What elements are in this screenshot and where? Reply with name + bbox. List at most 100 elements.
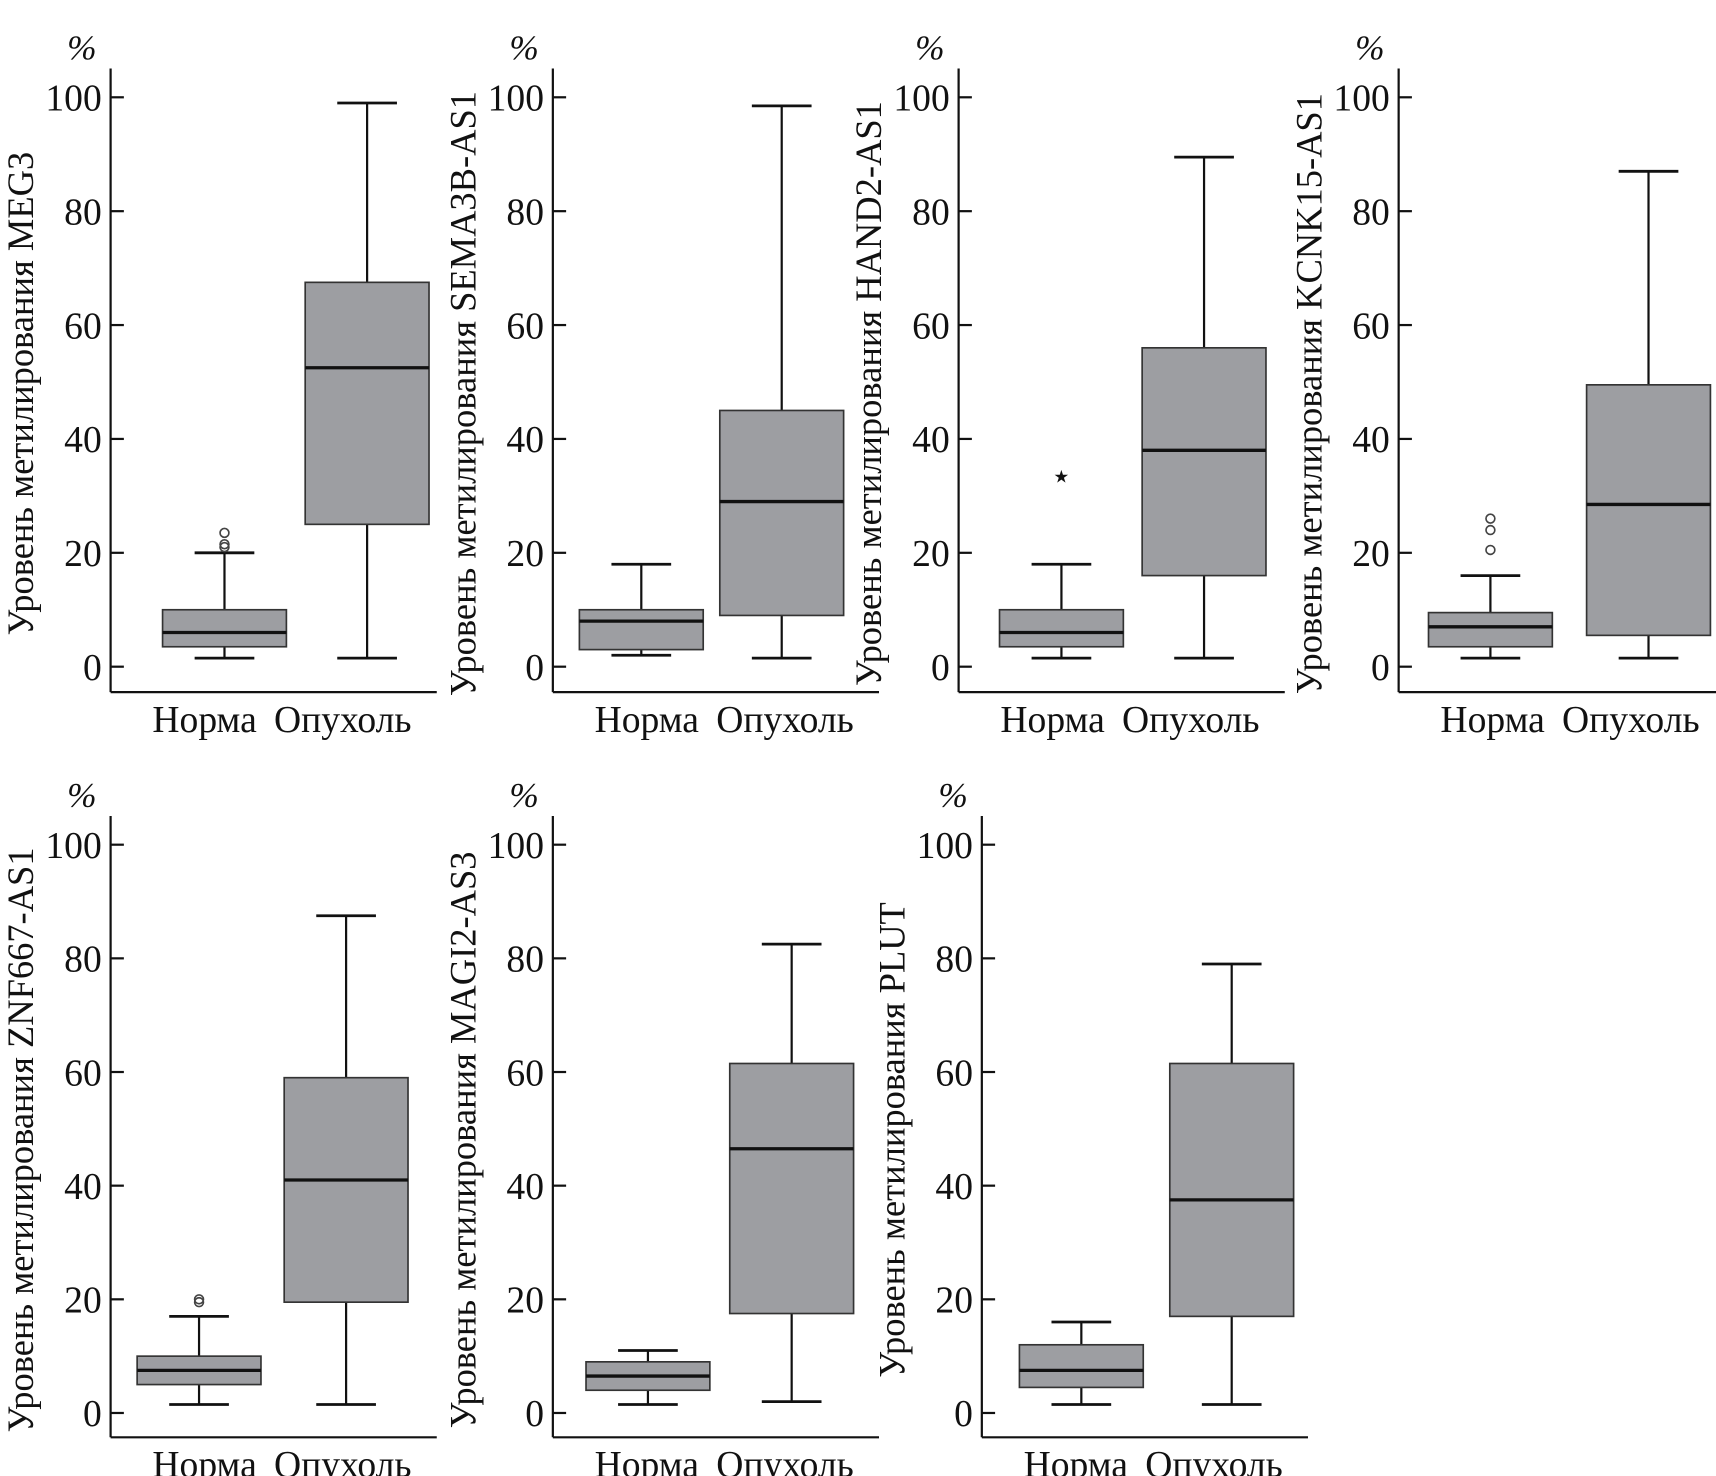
x-category-label: Опухоль <box>716 700 854 741</box>
y-tick-label: 40 <box>64 1167 102 1208</box>
y-tick-label: 60 <box>64 1053 102 1094</box>
y-tick-label: 60 <box>1352 306 1390 347</box>
iqr-box <box>1141 346 1267 577</box>
y-tick-label: 100 <box>893 79 949 120</box>
iqr-box <box>718 409 845 617</box>
y-tick-label: 100 <box>45 826 101 867</box>
y-tick-label: 40 <box>64 420 102 461</box>
y-tick-label: 40 <box>506 1167 544 1208</box>
y-tick-label: 60 <box>912 306 950 347</box>
y-tick-label: 20 <box>506 534 544 575</box>
outlier-point <box>1485 544 1496 556</box>
x-category-label: Норма <box>152 1445 257 1476</box>
box-tumor <box>1168 962 1295 1406</box>
box-norma: ★ <box>998 467 1125 660</box>
y-tick-label: 40 <box>912 420 950 461</box>
outlier-point <box>193 1296 205 1308</box>
x-category-label: Опухоль <box>1562 700 1700 741</box>
iqr-box <box>728 1062 855 1315</box>
iqr-box <box>998 608 1125 648</box>
outlier-point <box>219 539 230 550</box>
y-tick-label: 60 <box>506 1053 544 1094</box>
x-category-label: Норма <box>1000 700 1105 741</box>
x-category-label: Опухоль <box>1122 700 1260 741</box>
box-norma <box>585 1349 711 1406</box>
y-tick-label: 80 <box>506 940 544 981</box>
y-tick-label: 40 <box>1352 420 1390 461</box>
unit-label: % <box>509 775 538 815</box>
iqr-box <box>1018 1343 1145 1389</box>
box-tumor <box>728 942 855 1403</box>
y-tick-label: 0 <box>954 1394 973 1435</box>
x-category-label: Норма <box>152 700 257 741</box>
y-tick-label: 80 <box>64 192 102 233</box>
y-tick-label: 80 <box>1352 192 1390 233</box>
y-tick-label: 60 <box>64 306 102 347</box>
unit-label: % <box>67 775 96 815</box>
iqr-box <box>283 1076 409 1303</box>
y-axis-label: Уровень метилирования HAND2-AS1 <box>848 101 889 686</box>
y-tick-label: 40 <box>506 420 544 461</box>
outlier-point <box>193 1294 205 1305</box>
y-axis-label: Уровень метилирования PLUT <box>871 902 912 1377</box>
y-axis-label: Уровень метилирования MAGI2-AS3 <box>442 852 483 1429</box>
outlier-star: ★ <box>1054 467 1070 487</box>
y-tick-label: 60 <box>935 1053 973 1094</box>
y-tick-label: 80 <box>912 192 950 233</box>
unit-label: % <box>938 775 967 815</box>
iqr-box <box>1585 384 1712 637</box>
box-tumor <box>1141 155 1267 660</box>
box-norma <box>578 562 705 657</box>
y-tick-label: 0 <box>931 648 950 689</box>
y-tick-label: 0 <box>83 648 102 689</box>
y-tick-label: 100 <box>488 79 544 120</box>
y-tick-label: 60 <box>506 306 544 347</box>
x-category-label: Норма <box>595 1445 700 1476</box>
y-tick-label: 100 <box>1333 79 1389 120</box>
iqr-box <box>1427 611 1554 648</box>
boxplot-panel: 0 20 40 60 80 100% Уровень метилирования MEG3 Н… <box>0 28 437 741</box>
y-tick-label: 20 <box>1352 534 1390 575</box>
x-category-label: Опухоль <box>274 1445 412 1476</box>
outlier-point <box>1485 513 1496 524</box>
unit-label: % <box>67 28 96 68</box>
box-tumor <box>304 101 430 660</box>
iqr-box <box>578 608 705 651</box>
y-tick-label: 80 <box>506 192 544 233</box>
y-tick-label: 20 <box>64 534 102 575</box>
y-tick-label: 100 <box>45 79 101 120</box>
y-tick-label: 20 <box>935 1281 973 1322</box>
y-tick-label: 20 <box>64 1281 102 1322</box>
x-category-label: Опухоль <box>1145 1445 1283 1476</box>
unit-label: % <box>915 28 944 68</box>
x-category-label: Норма <box>1440 700 1545 741</box>
iqr-box <box>304 281 430 526</box>
outlier-point <box>219 541 230 553</box>
y-tick-label: 80 <box>935 940 973 981</box>
boxplot-panel: 0 20 40 60 80 100% Уровень метилирования HAND2… <box>848 28 1285 741</box>
box-tumor <box>283 914 409 1406</box>
y-tick-label: 100 <box>488 826 544 867</box>
box-tumor <box>1585 169 1712 660</box>
y-tick-label: 80 <box>64 940 102 981</box>
boxplot-panel: 0 20 40 60 80 100% Уровень метилирования MAGI2… <box>442 775 880 1476</box>
y-axis-label: Уровень метилирования KCNK15-AS1 <box>1288 93 1329 694</box>
y-axis-label: Уровень метилирования SEMA3B-AS1 <box>442 91 483 696</box>
unit-label: % <box>509 28 538 68</box>
y-tick-label: 20 <box>912 534 950 575</box>
boxplot-panel: 0 20 40 60 80 100% Уровень метилирования PLUT Н… <box>871 775 1308 1476</box>
box-norma <box>161 527 288 660</box>
boxplot-panel: 0 20 40 60 80 100% Уровень метилирования KCNK1… <box>1288 28 1716 741</box>
x-category-label: Опухоль <box>716 1445 854 1476</box>
x-category-label: Норма <box>595 700 700 741</box>
y-tick-label: 0 <box>525 1394 544 1435</box>
boxplot-panel: 0 20 40 60 80 100% Уровень метилирования SEMA3… <box>442 28 880 741</box>
outlier-point <box>1485 524 1496 536</box>
x-category-label: Опухоль <box>274 700 412 741</box>
y-tick-label: 0 <box>83 1394 102 1435</box>
unit-label: % <box>1355 28 1384 68</box>
box-norma <box>1018 1320 1145 1406</box>
y-tick-label: 100 <box>917 826 973 867</box>
x-category-label: Норма <box>1024 1445 1129 1476</box>
